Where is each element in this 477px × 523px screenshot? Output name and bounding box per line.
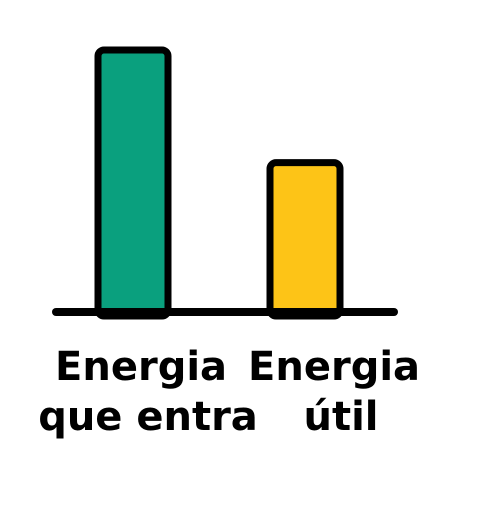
category-label-line: Energia: [248, 344, 420, 390]
category-label-line: útil: [303, 394, 378, 440]
bar-0: [94, 46, 172, 320]
category-label-energia-util: Energia útil: [248, 344, 434, 440]
category-label-line: que entra: [38, 394, 258, 440]
category-label-energia-que-entra: Energia que entra: [38, 344, 258, 440]
category-label-line: Energia: [55, 344, 227, 390]
bar-1: [266, 159, 344, 320]
